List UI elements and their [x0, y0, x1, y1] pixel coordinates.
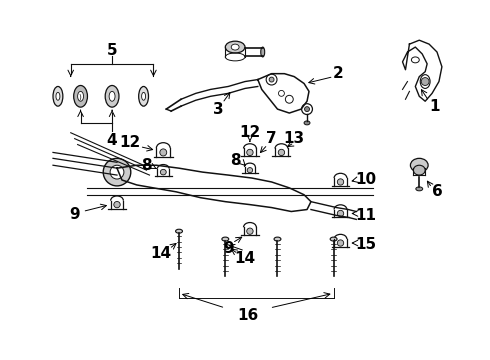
Ellipse shape — [337, 240, 343, 246]
Text: 5: 5 — [107, 42, 118, 58]
Text: 6: 6 — [432, 184, 442, 199]
Ellipse shape — [53, 86, 63, 106]
Ellipse shape — [142, 93, 146, 100]
Ellipse shape — [330, 237, 337, 241]
Ellipse shape — [175, 229, 182, 233]
Ellipse shape — [416, 187, 423, 191]
Ellipse shape — [337, 210, 343, 217]
Ellipse shape — [160, 169, 166, 175]
Ellipse shape — [247, 168, 253, 173]
Text: 8: 8 — [141, 158, 152, 173]
Text: 12: 12 — [239, 125, 261, 140]
Text: 2: 2 — [333, 66, 344, 81]
Text: 15: 15 — [356, 238, 377, 252]
Ellipse shape — [247, 149, 253, 156]
Ellipse shape — [414, 165, 425, 175]
Circle shape — [103, 158, 131, 186]
Ellipse shape — [222, 237, 229, 241]
Ellipse shape — [160, 149, 167, 156]
Ellipse shape — [247, 228, 253, 234]
Ellipse shape — [139, 86, 148, 106]
Text: 10: 10 — [356, 172, 377, 188]
Ellipse shape — [337, 179, 343, 185]
Text: 3: 3 — [213, 102, 224, 117]
Text: 9: 9 — [223, 242, 234, 256]
Ellipse shape — [109, 91, 115, 101]
Text: 4: 4 — [107, 133, 118, 148]
Text: 13: 13 — [284, 131, 305, 146]
Circle shape — [110, 165, 124, 179]
Ellipse shape — [56, 93, 60, 100]
Text: 11: 11 — [356, 208, 377, 223]
Text: 14: 14 — [151, 246, 172, 261]
Circle shape — [305, 107, 310, 112]
Ellipse shape — [261, 47, 265, 57]
Text: 12: 12 — [119, 135, 141, 150]
Circle shape — [269, 77, 274, 82]
Ellipse shape — [114, 202, 120, 208]
Ellipse shape — [304, 121, 310, 125]
Ellipse shape — [74, 85, 88, 107]
Text: 9: 9 — [70, 207, 80, 222]
Ellipse shape — [274, 237, 281, 241]
Text: 16: 16 — [237, 309, 259, 323]
Ellipse shape — [231, 44, 239, 50]
Text: 7: 7 — [266, 131, 277, 146]
Ellipse shape — [105, 85, 119, 107]
Ellipse shape — [77, 91, 83, 101]
Text: 1: 1 — [430, 99, 441, 114]
Circle shape — [421, 78, 429, 85]
Text: 8: 8 — [230, 153, 241, 168]
Ellipse shape — [225, 41, 245, 53]
Text: 14: 14 — [234, 251, 256, 266]
Ellipse shape — [278, 149, 285, 156]
Ellipse shape — [411, 158, 428, 172]
Text: ): ) — [78, 93, 81, 100]
